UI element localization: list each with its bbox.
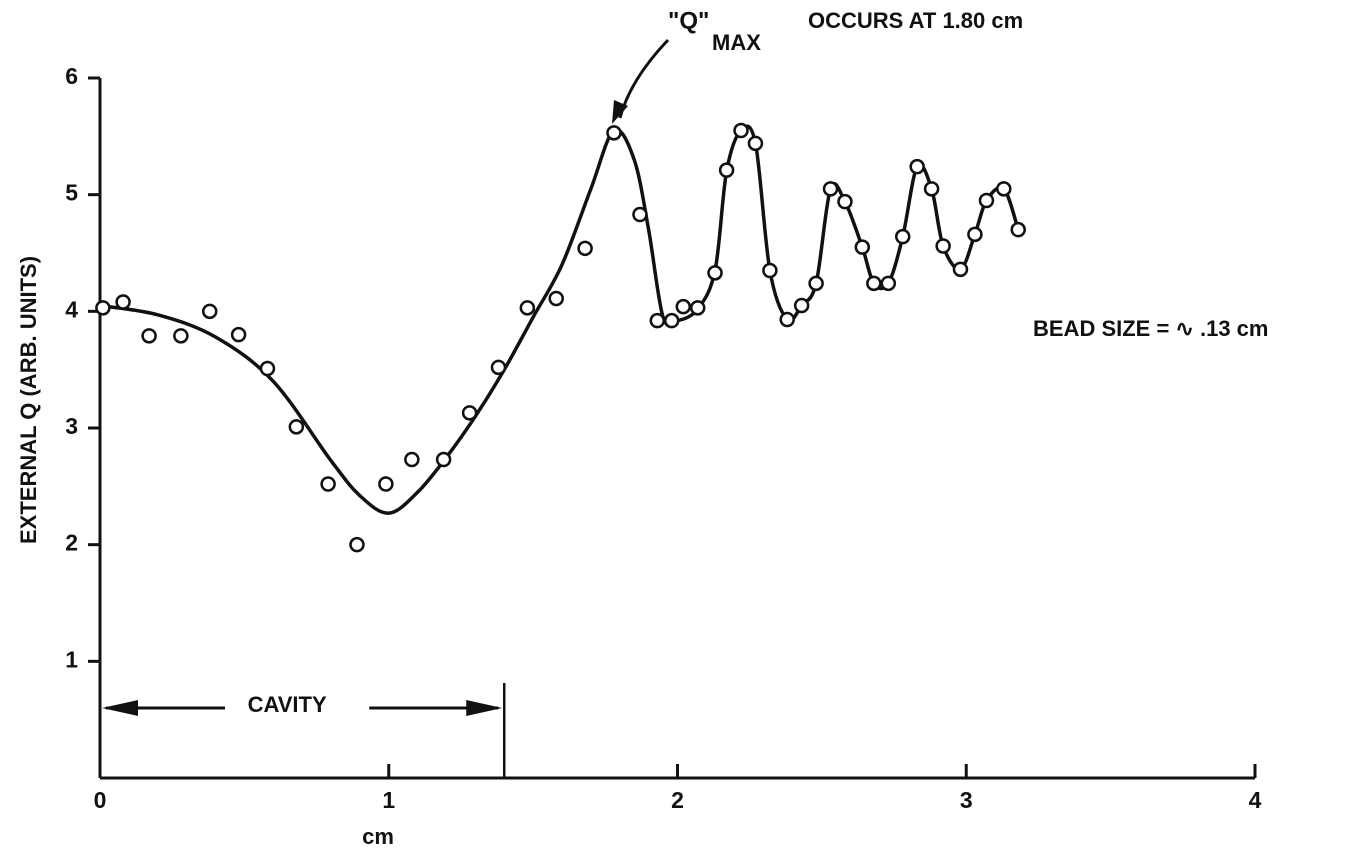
annotation-sub: MAX [712,30,761,55]
y-axis-label: EXTERNAL Q (ARB. UNITS) [16,256,41,544]
data-point [288,419,305,435]
data-point [822,181,839,197]
data-point [435,451,452,468]
data-point [141,328,157,344]
x-tick-label: 4 [1249,787,1262,813]
data-point [923,181,940,197]
data-point [577,240,593,257]
y-tick-label: 1 [65,646,78,672]
data-point [649,312,666,329]
data-point [663,312,680,329]
data-point [779,311,795,328]
data-point [689,300,706,316]
data-point [733,122,749,139]
data-point [320,476,336,492]
data-point [808,275,824,292]
data-point [259,360,276,377]
data-point [349,536,365,553]
data-point [894,228,911,245]
y-tick-label: 4 [65,296,78,322]
bead-note: BEAD SIZE = ∿ .13 cm [1033,316,1268,341]
data-point [935,238,951,254]
x-tick-label: 0 [94,787,107,813]
data-point [519,300,536,316]
cavity-head-right [466,700,503,716]
data-point [793,297,810,314]
data-point [548,290,564,307]
y-tick-label: 2 [65,530,78,556]
cavity-head-left [102,700,138,716]
annotation-text: OCCURS AT 1.80 cm [808,8,1023,33]
data-point [115,294,131,310]
data-point [718,162,735,178]
x-tick-label: 3 [960,787,973,813]
data-point [632,206,648,223]
annotation-q: "Q" [668,7,709,34]
data-point [378,476,394,492]
data-point [230,326,247,343]
data-point [173,328,189,344]
data-point [404,451,420,468]
data-point [866,275,882,292]
y-tick-label: 6 [65,63,78,89]
data-point [952,261,969,278]
data-point [461,405,478,421]
data-point [967,226,983,243]
data-point [606,125,622,141]
data-point [880,275,897,292]
x-axis-label: cm [362,824,394,849]
data-point [201,303,218,320]
annotation-arrowhead [612,100,628,124]
data-point [1010,221,1026,238]
x-tick-label: 2 [671,787,684,813]
data-point [854,239,871,255]
data-point [707,265,723,281]
data-point [909,158,925,175]
y-tick-label: 5 [65,180,78,206]
data-point [837,193,853,210]
data-point [490,359,507,376]
data-point [675,298,692,315]
data-point [747,135,764,152]
data-point [978,192,995,209]
y-tick-label: 3 [65,413,78,439]
fit-curve [99,124,1020,515]
data-point [95,300,111,316]
data-point [996,181,1012,197]
cavity-label: CAVITY [248,692,327,717]
data-point [762,262,778,279]
x-tick-label: 1 [382,787,395,813]
